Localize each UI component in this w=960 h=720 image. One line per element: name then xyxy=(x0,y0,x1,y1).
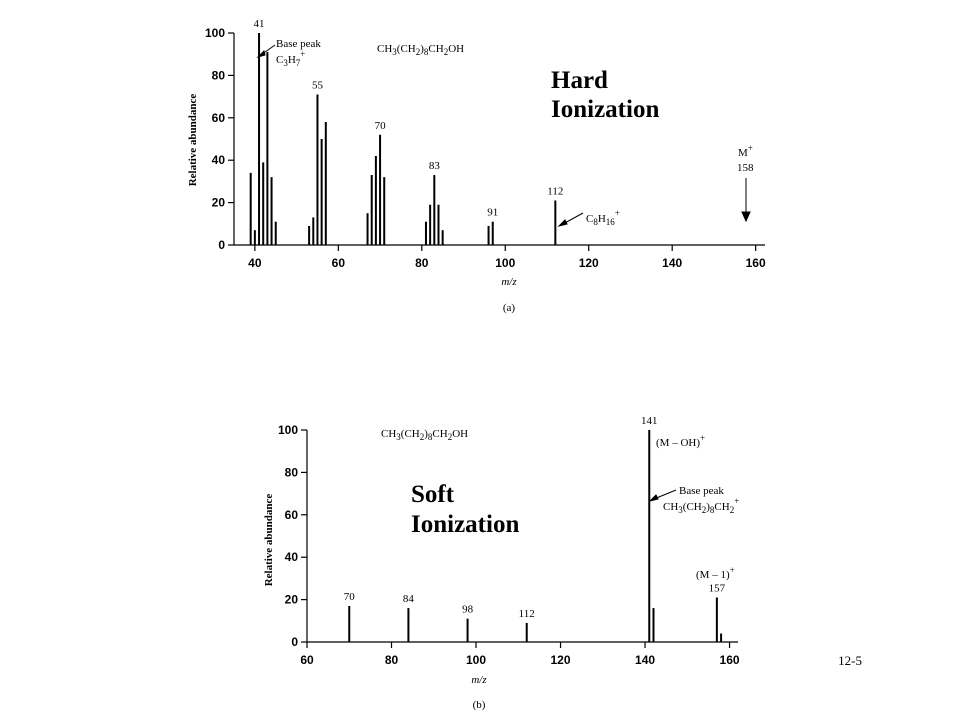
chart-b-xtick-label: 140 xyxy=(635,653,655,667)
chart-b-panel-label: (b) xyxy=(473,699,486,711)
chart-a-molecular-ion-mass: 158 xyxy=(737,162,754,174)
chart-b-peak-label: 70 xyxy=(344,591,356,603)
chart-b-ytick-label: 0 xyxy=(291,635,298,649)
chart-b-base-peak-arrow xyxy=(648,489,677,502)
chart-a-base-peak-arrow xyxy=(256,44,276,59)
chart-b-xtick-label: 120 xyxy=(551,653,571,667)
chart-a-ticks: 0 20 40 60 80 100 40 60 80 100 120 140 160 xyxy=(205,26,766,270)
chart-a-molecular-ion-label: M+ xyxy=(738,143,753,159)
chart-a-peak-label: 41 xyxy=(254,18,265,30)
chart-a-xtick-label: 160 xyxy=(746,256,766,270)
chart-b-peak-label: 141 xyxy=(641,415,658,427)
chart-a-ytick-label: 80 xyxy=(212,68,226,82)
chart-b-x-label: m/z xyxy=(471,674,487,686)
chart-a-peak-labels: 41 55 70 83 91 112 xyxy=(254,18,564,219)
chart-a-base-peak-ion: C3H7+ xyxy=(276,49,305,68)
chart-b-xtick-label: 80 xyxy=(385,653,399,667)
chart-a-xtick-label: 40 xyxy=(248,256,262,270)
chart-a-ytick-label: 100 xyxy=(205,26,225,40)
chart-a-peak-label: 70 xyxy=(375,120,387,132)
chart-a-ytick-label: 40 xyxy=(212,153,226,167)
chart-b-peak-label: 84 xyxy=(403,593,415,605)
chart-a-x-label: m/z xyxy=(501,276,517,288)
chart-a-xtick-label: 80 xyxy=(415,256,429,270)
page-number: 12-5 xyxy=(838,653,862,668)
chart-b-base-peak-label: Base peak xyxy=(679,485,724,497)
chart-a-xtick-label: 140 xyxy=(662,256,682,270)
chart-b-peak-label: 112 xyxy=(519,608,535,620)
chart-a-panel-label: (a) xyxy=(503,302,516,314)
chart-b-xtick-label: 160 xyxy=(720,653,740,667)
chart-b-ytick-label: 20 xyxy=(285,593,299,607)
chart-a-peak-label: 91 xyxy=(487,207,498,219)
chart-a-xtick-label: 60 xyxy=(332,256,346,270)
chart-b-ytick-label: 80 xyxy=(285,465,299,479)
chart-a-bars xyxy=(249,33,557,245)
chart-a-peak-label: 112 xyxy=(547,185,563,197)
chart-a-y-label: Relative abundance xyxy=(187,94,199,187)
chart-b-m-minus-oh: (M – OH)+ xyxy=(656,433,705,449)
chart-a-peak-label: 55 xyxy=(312,79,324,91)
chart-a-fragment-arrow xyxy=(557,212,584,227)
chart-b-ytick-label: 40 xyxy=(285,550,299,564)
chart-a: 0 20 40 60 80 100 40 60 80 100 120 140 160 41 55 70 83 9… xyxy=(187,18,766,314)
chart-b-heading-line2: Ionization xyxy=(411,511,519,538)
chart-b-peak-label: 157 xyxy=(709,582,726,594)
chart-a-formula: CH3(CH2)8CH2OH xyxy=(377,43,464,57)
chart-a-axes xyxy=(233,33,765,246)
chart-a-xtick-label: 100 xyxy=(495,256,515,270)
chart-a-heading-line2: Ionization xyxy=(551,96,659,123)
chart-b-y-label: Relative abundance xyxy=(263,494,275,587)
chart-a-xtick-label: 120 xyxy=(579,256,599,270)
chart-a-ytick-label: 0 xyxy=(218,238,225,252)
chart-b-axes xyxy=(306,430,738,643)
chart-a-ytick-label: 60 xyxy=(212,111,226,125)
chart-b-formula: CH3(CH2)8CH2OH xyxy=(381,428,468,442)
chart-b-ytick-label: 60 xyxy=(285,508,299,522)
chart-b-xtick-label: 100 xyxy=(466,653,486,667)
chart-b-bars xyxy=(348,430,723,642)
chart-b-base-peak-ion: CH3(CH2)8CH2+ xyxy=(663,496,739,515)
chart-a-heading-line1: Hard xyxy=(551,67,608,94)
chart-b-ticks: 0 20 40 60 80 100 60 80 100 120 140 160 xyxy=(278,423,740,667)
chart-a-fragment-ion: C8H16+ xyxy=(586,208,620,227)
chart-b-xtick-label: 60 xyxy=(300,653,314,667)
chart-b-ytick-label: 100 xyxy=(278,423,298,437)
chart-b-peak-labels: 70 84 98 112 141 157 xyxy=(344,415,726,620)
chart-b-heading-line1: Soft xyxy=(411,481,455,508)
chart-b-m-minus-1: (M – 1)+ xyxy=(696,565,735,581)
chart-a-base-peak-label: Base peak xyxy=(276,38,321,50)
chart-a-ytick-label: 20 xyxy=(212,196,226,210)
chart-a-molecular-ion-arrow xyxy=(741,178,751,223)
chart-b-peak-label: 98 xyxy=(462,604,474,616)
chart-b: 0 20 40 60 80 100 60 80 100 120 140 160 70 84 98 112 14… xyxy=(263,415,740,711)
chart-a-peak-label: 83 xyxy=(429,160,441,172)
